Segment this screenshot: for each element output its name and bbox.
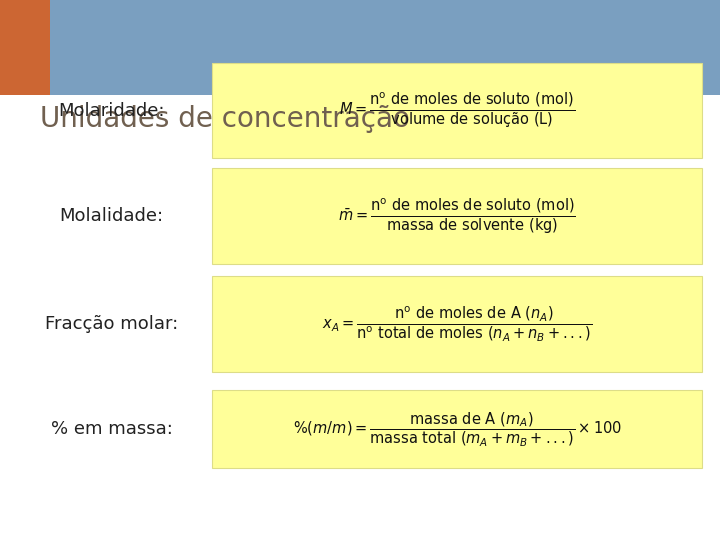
Text: % em massa:: % em massa: <box>50 420 173 438</box>
Bar <box>50 0 720 94</box>
Text: $M = \dfrac{\mathrm{n^o\ de\ moles\ de\ soluto\ (mol)}}{\mathrm{volume\ de\ solu: $M = \dfrac{\mathrm{n^o\ de\ moles\ de\ … <box>339 91 575 130</box>
Bar <box>0 94 720 540</box>
Text: Unidades de concentração: Unidades de concentração <box>40 105 410 133</box>
FancyBboxPatch shape <box>212 63 702 158</box>
Bar <box>0 0 50 94</box>
FancyBboxPatch shape <box>212 168 702 264</box>
FancyBboxPatch shape <box>212 390 702 468</box>
Text: $\bar{m} = \dfrac{\mathrm{n^o\ de\ moles\ de\ soluto\ (mol)}}{\mathrm{massa\ de\: $\bar{m} = \dfrac{\mathrm{n^o\ de\ moles… <box>338 197 576 235</box>
Text: Fracção molar:: Fracção molar: <box>45 315 179 333</box>
Text: Molaridade:: Molaridade: <box>58 102 165 120</box>
Text: $\%(m/m) = \dfrac{\mathrm{massa\ de\ A}\ (m_A)}{\mathrm{massa\ total}\ (m_A + m_: $\%(m/m) = \dfrac{\mathrm{massa\ de\ A}\… <box>293 410 621 448</box>
FancyBboxPatch shape <box>212 276 702 372</box>
Text: Molalidade:: Molalidade: <box>60 207 163 225</box>
Text: $x_A = \dfrac{\mathrm{n^o\ de\ moles\ de\ A}\ (n_A)}{\mathrm{n^o\ total\ de\ mol: $x_A = \dfrac{\mathrm{n^o\ de\ moles\ de… <box>322 305 593 343</box>
